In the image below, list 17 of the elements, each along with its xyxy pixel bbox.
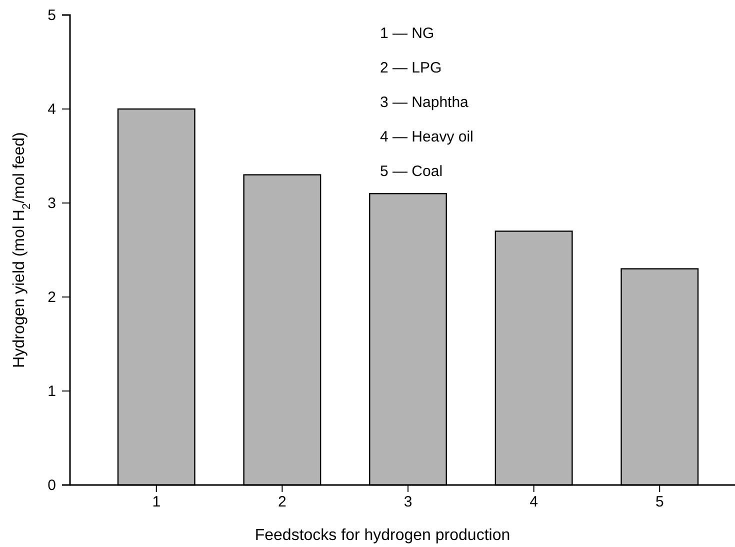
y-tick-label: 4 <box>48 100 56 118</box>
annotation: 2 — LPG <box>380 60 442 76</box>
annotation: 5 — Coal <box>380 163 443 180</box>
y-tick-label: 2 <box>48 288 56 306</box>
annotation: 3 — Naphtha <box>380 94 470 111</box>
y-tick-label: 0 <box>48 476 56 494</box>
annotation: 1 — NG <box>380 25 434 42</box>
x-tick-label: 3 <box>404 494 412 511</box>
annotation: 4 — Heavy oil <box>380 128 474 146</box>
x-tick-label: 5 <box>655 494 664 511</box>
y-tick-label: 5 <box>48 6 56 24</box>
x-axis-title: Feedstocks for hydrogen production <box>254 527 510 544</box>
y-tick-label: 3 <box>48 194 56 212</box>
x-tick-label: 1 <box>152 494 161 511</box>
y-tick-label: 1 <box>48 382 56 400</box>
x-tick-label: 4 <box>530 494 538 511</box>
x-tick-label: 2 <box>278 494 286 511</box>
